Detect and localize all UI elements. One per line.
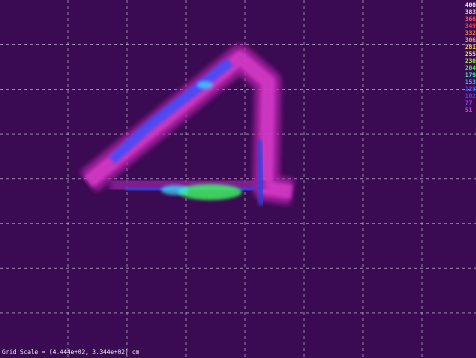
legend-label: 230 xyxy=(465,58,476,65)
flow-blue xyxy=(108,58,234,164)
legend-label: 77 xyxy=(465,100,473,107)
legend-label: 128 xyxy=(465,86,476,93)
legend-label: 102 xyxy=(465,93,476,100)
legend-label: 306 xyxy=(465,37,476,44)
flow-hotspot xyxy=(178,184,242,200)
flow-blue-right xyxy=(254,139,266,206)
legend-label: 51 xyxy=(465,107,473,114)
legend-label: 281 xyxy=(465,44,476,51)
grid-scale: Grid Scale = (4.444e+02, 3.344e+02) cm xyxy=(2,349,140,356)
legend-label: 204 xyxy=(465,65,476,72)
legend-label: 383 xyxy=(465,9,476,16)
legend-label: 366 xyxy=(465,16,476,23)
flow-field xyxy=(79,45,294,206)
legend-label: 349 xyxy=(465,23,476,30)
legend-label: 179 xyxy=(465,72,476,79)
legend-label: 153 xyxy=(465,79,476,86)
flow-hotspot xyxy=(197,81,213,89)
legend-label: 400 xyxy=(465,2,476,9)
legend: 4003833663493323062812552302041791531281… xyxy=(465,2,476,114)
flow-hotspot xyxy=(161,185,189,195)
legend-label: 332 xyxy=(465,30,476,37)
legend-label: 255 xyxy=(465,51,476,58)
